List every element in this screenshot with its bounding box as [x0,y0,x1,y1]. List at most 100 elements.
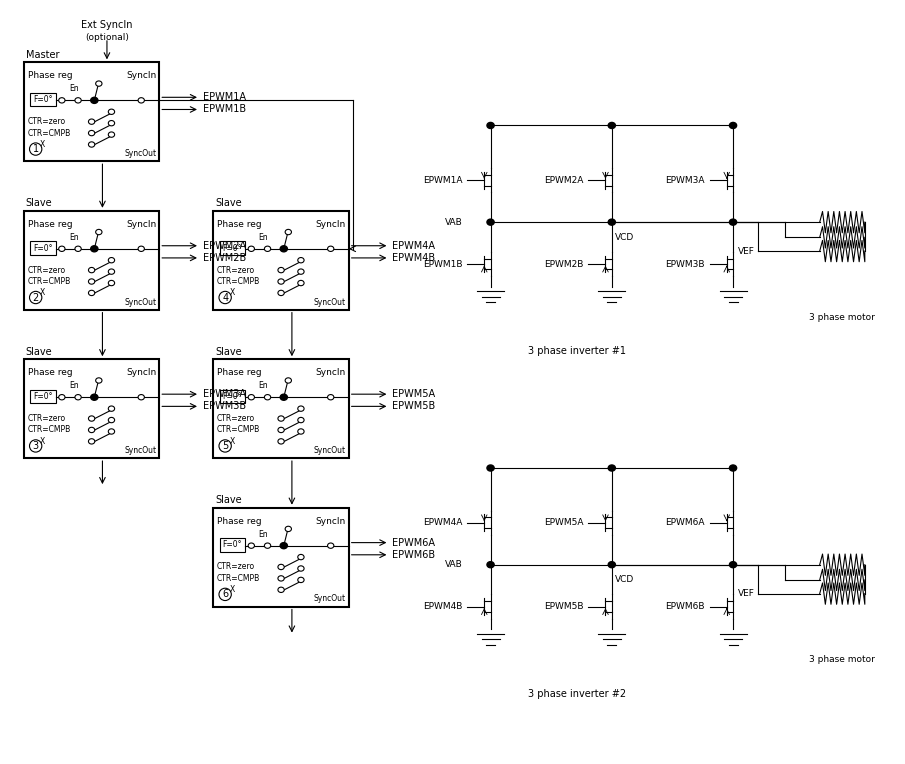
Circle shape [278,565,284,570]
Bar [30,92,55,106]
Circle shape [328,394,334,400]
Text: SyncOut: SyncOut [314,594,346,604]
Circle shape [609,220,614,225]
Circle shape [89,416,95,421]
Circle shape [138,394,145,400]
Text: VEF: VEF [738,247,755,256]
Text: F=0°: F=0° [223,392,243,401]
Bar [24,63,159,161]
Circle shape [90,246,98,252]
Bar [24,211,159,309]
Text: Slave: Slave [215,495,242,505]
Circle shape [488,562,493,567]
Text: Phase reg: Phase reg [27,368,72,377]
Text: CTR=CMPB: CTR=CMPB [217,574,261,583]
Text: EPWM1B: EPWM1B [424,260,462,268]
Circle shape [248,543,254,549]
Text: EPWM5A: EPWM5A [392,389,435,399]
Circle shape [109,406,115,411]
Text: SyncOut: SyncOut [125,297,157,306]
Text: VAB: VAB [445,560,462,569]
Circle shape [138,246,145,251]
Text: VAB: VAB [445,218,462,227]
Text: Phase reg: Phase reg [217,516,262,526]
Circle shape [89,142,95,147]
Text: EPWM6A: EPWM6A [665,518,705,527]
Circle shape [89,131,95,136]
Circle shape [281,394,288,400]
Text: X: X [40,289,45,297]
Text: En: En [258,381,268,390]
Circle shape [264,394,271,400]
Text: Ext SyncIn: Ext SyncIn [81,21,133,31]
Text: En: En [69,381,79,390]
Text: 6: 6 [222,589,228,600]
Circle shape [75,246,81,251]
Circle shape [730,562,736,567]
Circle shape [264,543,271,549]
Circle shape [281,542,288,549]
Text: SyncIn: SyncIn [316,368,346,377]
Text: X: X [230,585,235,594]
Text: CTR=CMPB: CTR=CMPB [217,277,261,286]
Text: EPWM4B: EPWM4B [424,602,462,611]
Bar [30,241,55,255]
Circle shape [278,576,284,581]
Circle shape [89,290,95,296]
Bar [220,390,245,403]
Circle shape [109,109,115,115]
Text: CTR=zero: CTR=zero [217,414,255,423]
Circle shape [278,439,284,444]
Text: Phase reg: Phase reg [27,220,72,229]
Text: F=0°: F=0° [33,244,52,253]
Circle shape [59,394,65,400]
Text: SyncIn: SyncIn [316,220,346,229]
Text: Phase reg: Phase reg [217,220,262,229]
Text: Slave: Slave [25,199,52,209]
Text: EPWM6B: EPWM6B [392,550,435,560]
Circle shape [298,257,304,263]
Circle shape [298,429,304,434]
Text: F=0°: F=0° [33,95,52,104]
Circle shape [75,98,81,103]
Text: EPWM4B: EPWM4B [392,253,435,263]
Text: EPWM1A: EPWM1A [203,92,245,102]
Circle shape [109,429,115,434]
Text: SyncIn: SyncIn [316,516,346,526]
Circle shape [278,427,284,432]
Text: CTR=CMPB: CTR=CMPB [217,426,261,435]
Text: Slave: Slave [215,347,242,357]
Text: EPWM2B: EPWM2B [203,253,246,263]
Text: EPWM3A: EPWM3A [665,176,705,185]
Circle shape [608,562,615,568]
Text: En: En [258,529,268,539]
Text: 3 phase motor: 3 phase motor [809,312,875,322]
Text: CTR=CMPB: CTR=CMPB [27,426,71,435]
Circle shape [278,416,284,421]
Text: X: X [40,140,45,149]
Text: X: X [230,289,235,297]
Circle shape [285,526,291,532]
Circle shape [96,229,102,235]
Circle shape [328,246,334,251]
Circle shape [90,394,98,400]
Text: 3 phase inverter #2: 3 phase inverter #2 [529,689,626,699]
Text: EPWM6B: EPWM6B [665,602,705,611]
Circle shape [248,394,254,400]
Circle shape [487,219,494,225]
Circle shape [109,269,115,274]
Circle shape [109,132,115,138]
Text: Phase reg: Phase reg [217,368,262,377]
Circle shape [109,257,115,263]
Circle shape [487,562,494,568]
Text: F=0°: F=0° [223,244,243,253]
Circle shape [96,378,102,383]
Circle shape [109,280,115,286]
Text: Slave: Slave [25,347,52,357]
Text: EPWM6A: EPWM6A [392,538,435,548]
Circle shape [278,290,284,296]
Circle shape [298,566,304,571]
Circle shape [89,279,95,284]
Text: CTR=CMPB: CTR=CMPB [27,277,71,286]
Text: 4: 4 [222,293,228,303]
